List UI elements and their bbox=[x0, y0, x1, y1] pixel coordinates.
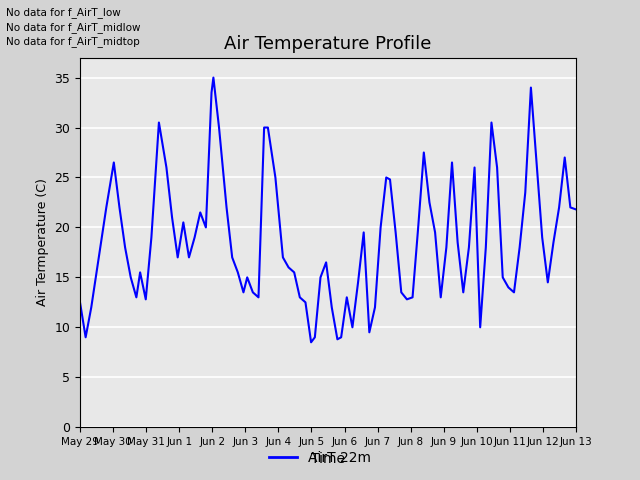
Text: No data for f_AirT_midtop: No data for f_AirT_midtop bbox=[6, 36, 140, 47]
Title: Air Temperature Profile: Air Temperature Profile bbox=[224, 35, 432, 53]
Text: No data for f_AirT_midlow: No data for f_AirT_midlow bbox=[6, 22, 141, 33]
Legend: AirT 22m: AirT 22m bbox=[264, 445, 376, 471]
Y-axis label: Air Termperature (C): Air Termperature (C) bbox=[36, 179, 49, 306]
X-axis label: Time: Time bbox=[311, 453, 345, 467]
Text: No data for f_AirT_low: No data for f_AirT_low bbox=[6, 7, 121, 18]
